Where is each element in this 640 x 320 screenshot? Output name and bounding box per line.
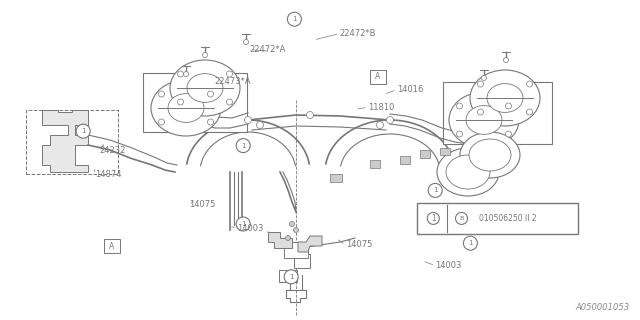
Circle shape xyxy=(504,58,509,62)
Bar xyxy=(330,174,342,182)
Text: 14874: 14874 xyxy=(95,170,121,179)
Circle shape xyxy=(159,119,164,125)
Circle shape xyxy=(477,109,483,115)
Circle shape xyxy=(236,139,250,153)
Circle shape xyxy=(294,228,298,233)
Text: 14075: 14075 xyxy=(189,200,215,209)
Text: 1: 1 xyxy=(431,214,436,223)
Circle shape xyxy=(456,212,468,224)
Circle shape xyxy=(428,183,442,197)
FancyBboxPatch shape xyxy=(104,239,120,253)
Text: 1: 1 xyxy=(81,128,86,134)
Circle shape xyxy=(527,81,532,87)
Text: 14075: 14075 xyxy=(346,240,372,249)
Circle shape xyxy=(159,91,164,97)
Circle shape xyxy=(202,52,207,58)
Text: 1: 1 xyxy=(433,188,438,193)
Circle shape xyxy=(527,109,532,115)
Text: A050001053: A050001053 xyxy=(576,303,630,312)
Circle shape xyxy=(243,39,248,44)
Ellipse shape xyxy=(170,60,240,116)
Polygon shape xyxy=(268,232,292,248)
FancyBboxPatch shape xyxy=(370,70,385,84)
Circle shape xyxy=(481,76,486,81)
Circle shape xyxy=(428,212,439,224)
Circle shape xyxy=(177,71,184,77)
Ellipse shape xyxy=(187,74,223,102)
Circle shape xyxy=(227,99,232,105)
Bar xyxy=(284,242,308,258)
Circle shape xyxy=(236,217,250,231)
Text: 11810: 11810 xyxy=(368,103,394,112)
Bar xyxy=(370,160,380,168)
Text: 14016: 14016 xyxy=(397,85,423,94)
Circle shape xyxy=(207,119,214,125)
Circle shape xyxy=(506,131,511,137)
Bar xyxy=(400,156,410,164)
Circle shape xyxy=(285,236,291,241)
FancyBboxPatch shape xyxy=(26,110,118,174)
Circle shape xyxy=(289,221,294,227)
Bar xyxy=(279,270,297,282)
Text: 1: 1 xyxy=(241,221,246,227)
Circle shape xyxy=(456,131,463,137)
Ellipse shape xyxy=(469,139,511,171)
Ellipse shape xyxy=(446,155,490,189)
Bar xyxy=(440,148,450,155)
Circle shape xyxy=(177,99,184,105)
Ellipse shape xyxy=(470,70,540,126)
Circle shape xyxy=(387,116,394,124)
FancyBboxPatch shape xyxy=(143,73,247,132)
Text: 1: 1 xyxy=(241,143,246,148)
Text: 1: 1 xyxy=(292,16,297,22)
Ellipse shape xyxy=(168,93,204,122)
Polygon shape xyxy=(298,236,322,252)
Text: 14003: 14003 xyxy=(237,224,263,233)
Circle shape xyxy=(506,103,511,109)
Circle shape xyxy=(307,111,314,118)
Bar xyxy=(420,150,430,158)
Polygon shape xyxy=(42,110,88,172)
Text: 22472*B: 22472*B xyxy=(339,29,376,38)
Text: 22473*A: 22473*A xyxy=(214,77,251,86)
Circle shape xyxy=(456,103,463,109)
Ellipse shape xyxy=(466,106,502,134)
Text: 1: 1 xyxy=(468,240,473,246)
Text: A: A xyxy=(109,242,115,251)
Circle shape xyxy=(207,91,214,97)
Circle shape xyxy=(477,81,483,87)
Ellipse shape xyxy=(487,84,523,112)
Text: 1: 1 xyxy=(289,274,294,280)
Ellipse shape xyxy=(437,148,499,196)
Circle shape xyxy=(463,236,477,250)
Circle shape xyxy=(257,122,264,129)
FancyBboxPatch shape xyxy=(443,82,552,144)
Bar xyxy=(294,254,310,268)
FancyBboxPatch shape xyxy=(417,203,578,234)
Circle shape xyxy=(287,12,301,26)
Circle shape xyxy=(284,270,298,284)
Text: B: B xyxy=(460,216,463,221)
Ellipse shape xyxy=(151,80,221,136)
Circle shape xyxy=(184,71,189,76)
Text: 14003: 14003 xyxy=(435,261,461,270)
Text: 010506250 ll 2: 010506250 ll 2 xyxy=(479,214,536,223)
Text: A: A xyxy=(375,72,380,81)
Text: 22472*A: 22472*A xyxy=(250,45,286,54)
Ellipse shape xyxy=(449,92,519,148)
Text: 24232: 24232 xyxy=(99,146,125,155)
Circle shape xyxy=(244,116,252,124)
Ellipse shape xyxy=(460,132,520,178)
Circle shape xyxy=(376,122,383,129)
Circle shape xyxy=(76,124,90,138)
Circle shape xyxy=(227,71,232,77)
